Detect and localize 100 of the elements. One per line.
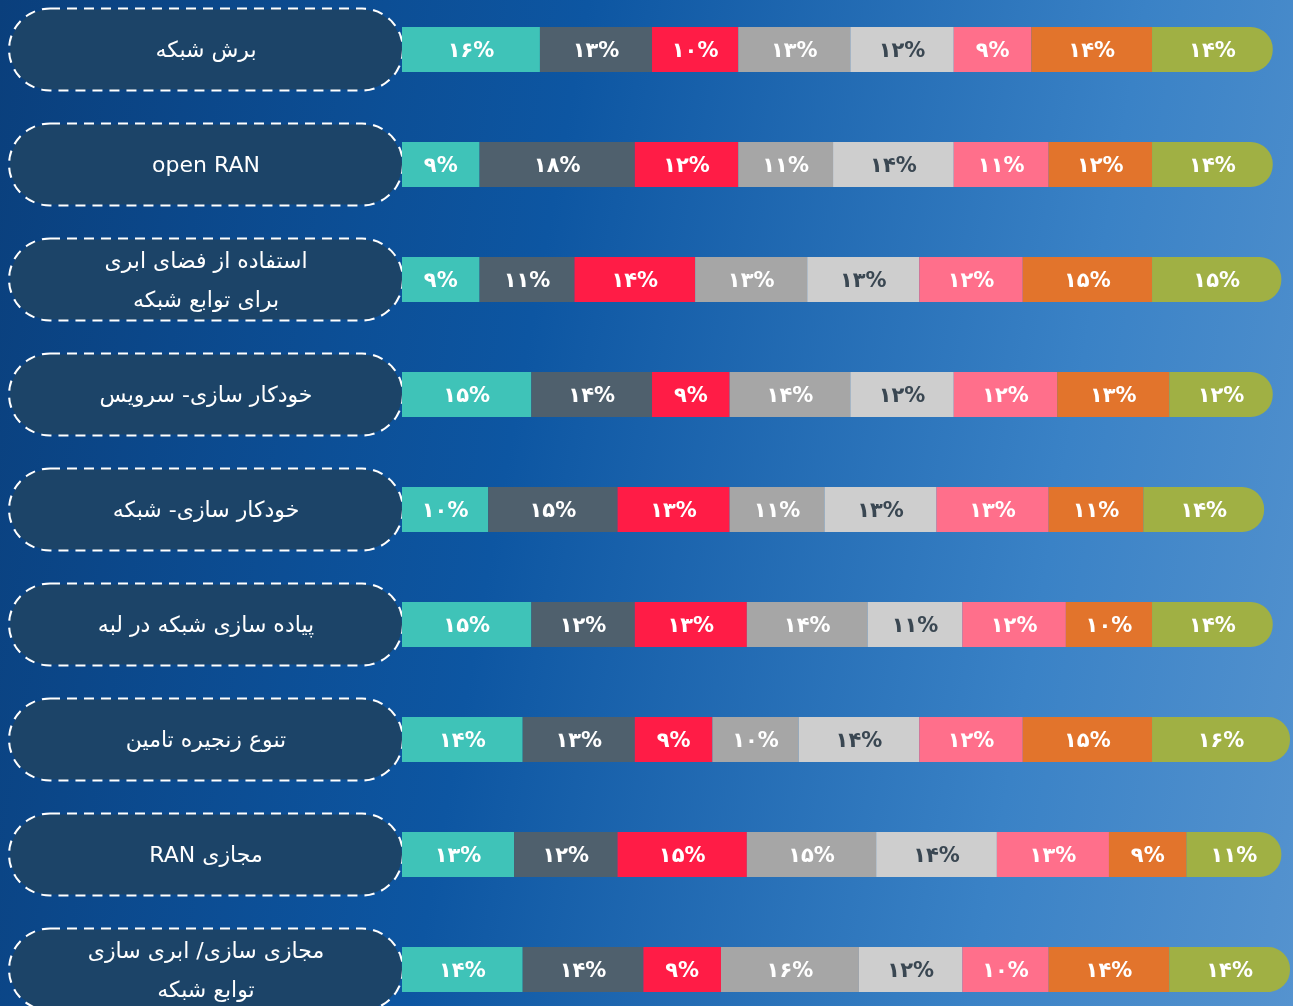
y-tick-label: پیاده سازی شبکه در لبه [97, 612, 315, 638]
bar [919, 717, 1023, 762]
bar [402, 832, 515, 877]
data-label: ۱۲% [1197, 382, 1245, 407]
bar [738, 27, 851, 72]
data-label: ۱۴% [913, 842, 960, 867]
bar [953, 27, 1032, 72]
data-label: ۹% [1130, 842, 1165, 867]
y-tick-label: استفاده از فضای ابری برای توابع شبکه [104, 247, 308, 312]
y-tick-label: تنوع زنجیره تامین [125, 727, 287, 752]
bar [1048, 947, 1170, 992]
bar [850, 372, 954, 417]
data-label: ۱۴% [1180, 497, 1228, 522]
bar [824, 487, 937, 532]
bar [643, 947, 721, 992]
data-label: ۱۴% [439, 727, 486, 752]
bar [488, 487, 618, 532]
data-label: ۱۵% [658, 842, 706, 867]
bar [936, 487, 1049, 532]
data-label: ۹% [423, 152, 458, 177]
bar [876, 832, 997, 877]
bar [1048, 142, 1153, 187]
data-label: ۹% [665, 957, 700, 982]
data-label: ۹% [423, 267, 458, 292]
data-label: ۱۵% [1064, 267, 1111, 292]
bar [402, 602, 532, 647]
data-label: ۱۴% [439, 957, 486, 982]
data-label: ۹% [975, 37, 1010, 62]
bar [807, 257, 920, 302]
bar [962, 602, 1066, 647]
bar [1169, 947, 1290, 992]
bar [729, 372, 851, 417]
bar [539, 27, 653, 72]
data-label: ۱۳% [667, 612, 715, 637]
data-label: ۱۱% [977, 152, 1025, 177]
data-label: ۱۶% [1197, 727, 1245, 752]
data-label: ۱۴% [568, 382, 616, 407]
bar [522, 717, 635, 762]
data-label: ۱۵% [1064, 727, 1111, 752]
bar [634, 602, 747, 647]
data-label: ۱۸% [533, 152, 581, 177]
data-label: ۱۲% [982, 382, 1029, 407]
data-label: ۱۳% [572, 37, 620, 62]
data-label: ۱۴% [611, 267, 659, 292]
data-label: ۱۴% [1206, 957, 1253, 982]
bar [617, 832, 747, 877]
data-label: ۱۵% [529, 497, 577, 522]
data-label: ۱۲% [1076, 152, 1124, 177]
data-label: ۱۱% [753, 497, 801, 522]
data-label: ۱۴% [1189, 152, 1236, 177]
bar [919, 257, 1023, 302]
y-tick-label: RAN مجازی [149, 842, 263, 867]
data-label: ۱۴% [559, 957, 607, 982]
data-label: ۱۲% [947, 267, 995, 292]
bar [1152, 717, 1290, 762]
data-label: ۱۳% [434, 842, 482, 867]
bar [634, 142, 739, 187]
data-label: ۱۴% [766, 382, 814, 407]
data-label: ۱۳% [839, 267, 887, 292]
bar [1057, 372, 1170, 417]
data-label: ۱۳% [727, 267, 775, 292]
bar [1169, 372, 1273, 417]
data-label: ۱۱% [762, 152, 809, 177]
bar [867, 602, 963, 647]
bar [1143, 487, 1265, 532]
data-label: ۱۲% [878, 37, 926, 62]
bar [1031, 27, 1153, 72]
data-label: ۱۲% [663, 152, 710, 177]
bar [652, 372, 730, 417]
bar [1152, 602, 1273, 647]
data-label: ۱۳% [770, 37, 818, 62]
data-label: ۱۱% [503, 267, 551, 292]
data-label: ۱۰% [671, 37, 719, 62]
bar [746, 602, 868, 647]
data-label: ۱۵% [1193, 267, 1241, 292]
data-label: ۱۲% [887, 957, 934, 982]
y-tick-label: خودکار سازی- سرویس [99, 382, 313, 408]
bar [1048, 487, 1144, 532]
bar [746, 832, 877, 877]
bar [833, 142, 954, 187]
data-label: ۱۳% [650, 497, 697, 522]
data-label: ۱۶% [447, 37, 495, 62]
bar [1065, 602, 1153, 647]
data-label: ۱۵% [788, 842, 835, 867]
bar [1108, 832, 1187, 877]
data-label: ۱۲% [990, 612, 1038, 637]
data-label: ۱۳% [1029, 842, 1077, 867]
data-label: ۱۴% [1068, 37, 1116, 62]
y-tick-label: مجازی سازی/ ابری سازی توابع شبکه [87, 937, 325, 1002]
bar [720, 947, 859, 992]
bar [798, 717, 920, 762]
bar [729, 487, 825, 532]
bar [1152, 142, 1273, 187]
data-label: ۱۰% [421, 497, 469, 522]
bar [996, 832, 1109, 877]
bar [1022, 257, 1153, 302]
data-label: ۱۲% [542, 842, 590, 867]
bar [953, 372, 1058, 417]
bar [712, 717, 799, 762]
bar [522, 947, 644, 992]
